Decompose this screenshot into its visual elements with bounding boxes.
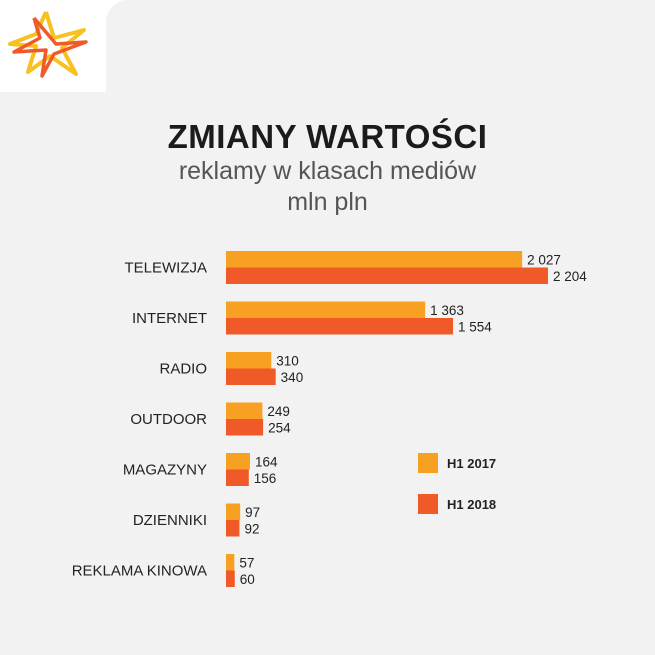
data-label: 340 (281, 370, 304, 385)
data-label: 156 (254, 471, 277, 486)
bar-h1-2018 (226, 419, 264, 436)
bar-h1-2017 (226, 453, 250, 470)
bar-h1-2018 (226, 570, 235, 587)
data-label: 1 554 (458, 320, 492, 335)
data-label: 254 (268, 421, 291, 436)
bar-h1-2017 (226, 402, 263, 419)
bar-h1-2018 (226, 318, 454, 335)
category-label: OUTDOOR (130, 411, 207, 428)
data-label: 2 204 (553, 269, 587, 284)
legend-swatch (418, 453, 438, 473)
data-label: 97 (245, 505, 260, 520)
legend-label: H1 2018 (447, 497, 496, 512)
bar-h1-2017 (226, 301, 426, 318)
data-label: 57 (239, 556, 254, 571)
legend-swatch (418, 494, 438, 514)
data-label: 60 (240, 572, 255, 587)
data-label: 310 (276, 354, 299, 369)
data-label: 92 (244, 522, 259, 537)
bar-h1-2017 (226, 554, 235, 571)
data-label: 164 (255, 455, 278, 470)
chart-unit: mln pln (287, 188, 368, 216)
category-label: TELEWIZJA (124, 260, 207, 277)
bar-h1-2018 (226, 469, 249, 486)
category-label: DZIENNIKI (133, 512, 207, 529)
bar-h1-2017 (226, 352, 272, 369)
chart-subtitle: reklamy w klasach mediów (178, 157, 477, 185)
data-label: 2 027 (527, 253, 561, 268)
bar-h1-2018 (226, 267, 548, 284)
data-label: 1 363 (430, 303, 464, 318)
chart-panel-top (106, 0, 655, 100)
bar-h1-2018 (226, 520, 240, 537)
chart-panel (0, 92, 655, 655)
chart-title: ZMIANY WARTOŚCI (167, 118, 488, 155)
data-label: 249 (267, 404, 290, 419)
star-logo-icon (8, 11, 88, 78)
category-label: RADIO (159, 361, 207, 378)
bar-h1-2017 (226, 251, 523, 268)
bar-h1-2018 (226, 368, 276, 385)
legend-label: H1 2017 (447, 456, 496, 471)
category-label: REKLAMA KINOWA (72, 563, 207, 580)
bar-h1-2017 (226, 503, 241, 520)
category-label: MAGAZYNY (123, 462, 207, 479)
category-label: INTERNET (132, 310, 207, 327)
